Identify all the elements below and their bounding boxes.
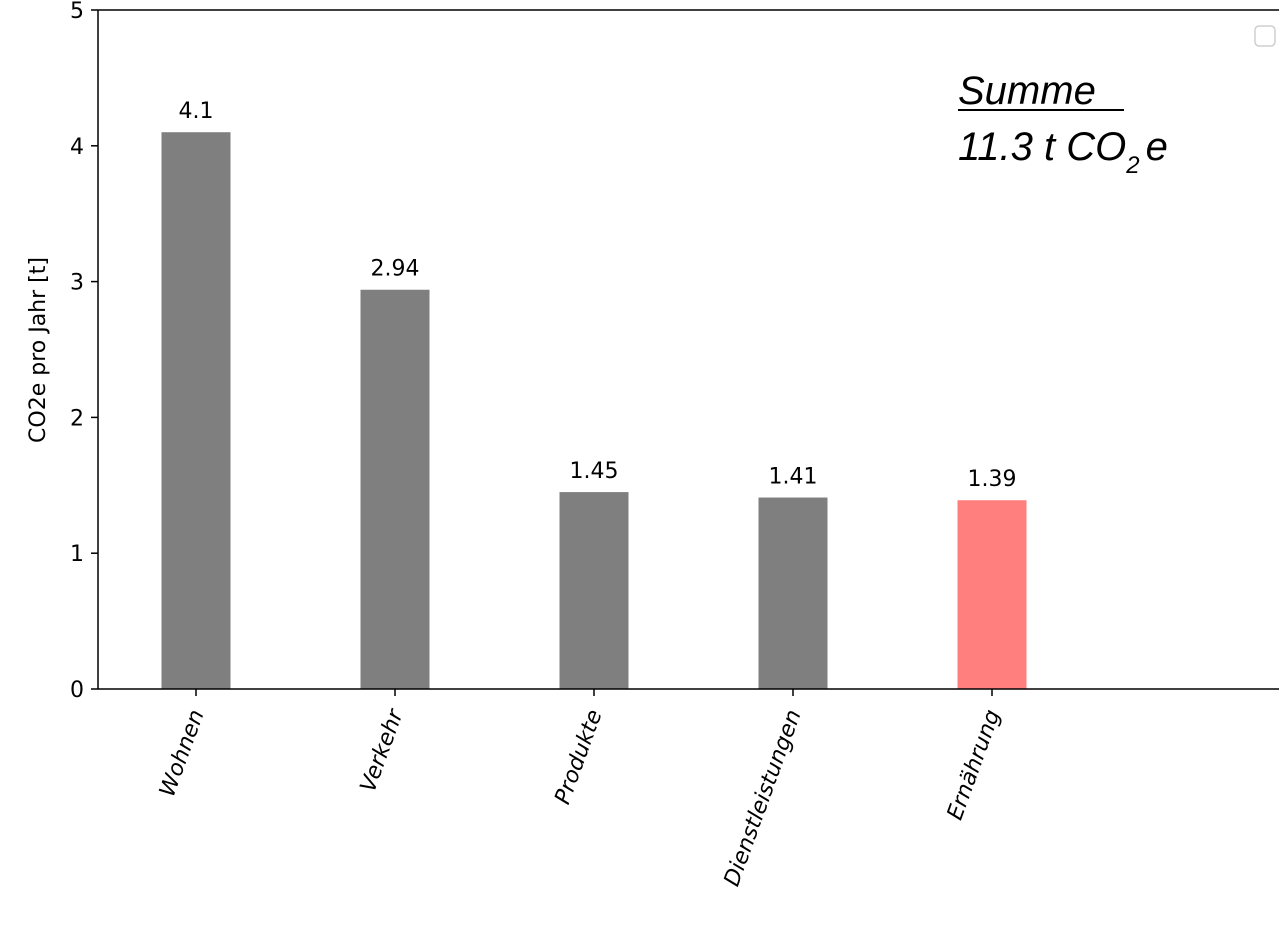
bar-value-labels: 4.1 2.94 1.45 1.41 1.39 xyxy=(179,99,1017,492)
summe-annotation: Summe 11.3 t CO2 e xyxy=(958,69,1168,179)
x-tick-label: Verkehr xyxy=(356,705,409,796)
summe-heading: Summe xyxy=(958,69,1096,113)
y-tick-label: 2 xyxy=(70,406,84,431)
bar-value-label: 4.1 xyxy=(179,99,214,124)
y-tick-label: 3 xyxy=(70,271,84,296)
y-axis-title: CO2e pro Jahr [t] xyxy=(26,257,51,443)
y-tick-label: 4 xyxy=(70,135,84,160)
x-tick-label: Produkte xyxy=(550,707,607,808)
y-axis-ticks: 0 1 2 3 4 5 xyxy=(70,0,98,703)
summe-total: 11.3 t CO2 e xyxy=(958,125,1168,179)
x-tick-label: Wohnen xyxy=(155,707,209,801)
x-tick-label: Ernährung xyxy=(943,706,1006,823)
x-tick-label: Dienstleistungen xyxy=(720,707,807,890)
legend-box xyxy=(1254,25,1276,47)
bar xyxy=(758,497,828,689)
bar-value-label: 1.41 xyxy=(769,465,818,490)
bar xyxy=(360,289,430,689)
x-axis-tick-labels: Wohnen Verkehr Produkte Dienstleistungen Ern… xyxy=(155,689,1006,890)
y-tick-label: 5 xyxy=(70,0,84,24)
bar-value-label: 2.94 xyxy=(371,257,420,282)
y-tick-label: 1 xyxy=(70,542,84,567)
bar xyxy=(161,132,231,690)
bar xyxy=(957,500,1027,689)
y-tick-label: 0 xyxy=(70,678,84,703)
bar-value-label: 1.45 xyxy=(570,459,619,484)
bars xyxy=(161,132,1027,690)
bar xyxy=(559,492,629,689)
bar-value-label: 1.39 xyxy=(968,467,1017,492)
